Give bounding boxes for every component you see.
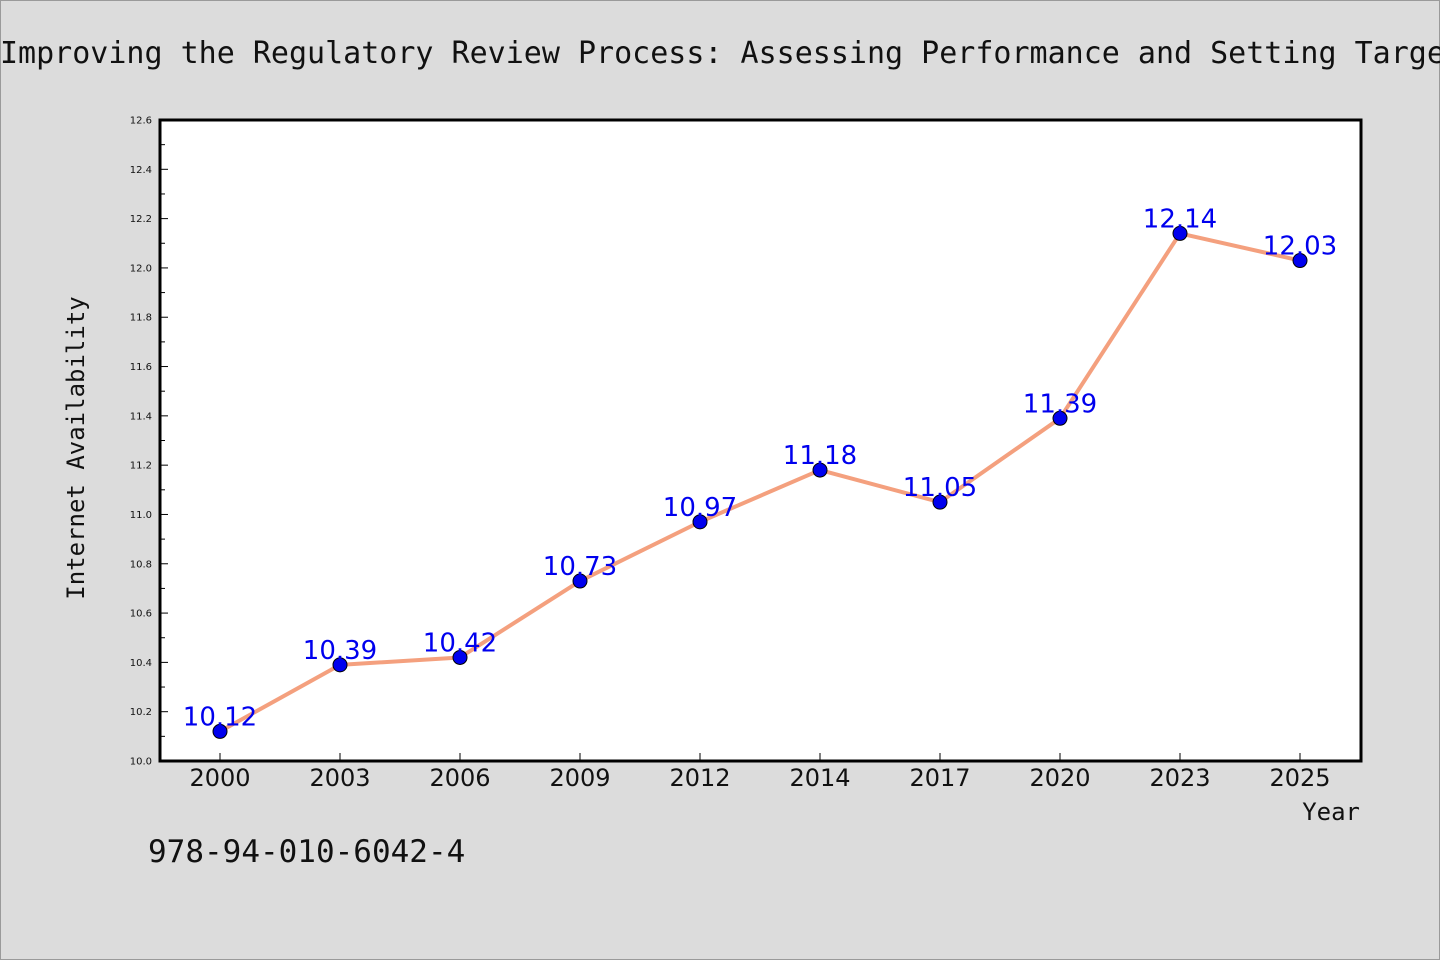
data-point [332, 657, 348, 673]
x-tick-label: 2017 [909, 764, 970, 792]
data-markers [212, 225, 1308, 739]
data-label: 11.39 [1023, 389, 1097, 419]
y-axis-label: Internet Availability [62, 296, 90, 599]
data-point [452, 649, 468, 665]
data-point [812, 462, 828, 478]
y-tick-label: 10.6 [130, 609, 152, 620]
data-label: 12.03 [1263, 232, 1337, 262]
y-tick-label: 10.8 [130, 559, 152, 570]
data-point [1172, 225, 1188, 241]
y-tick-label: 11.0 [130, 510, 152, 521]
y-tick-label: 12.0 [130, 263, 152, 274]
data-label: 10.42 [423, 628, 497, 658]
y-tick-label: 11.8 [130, 313, 152, 324]
y-tick-label: 10.2 [130, 707, 152, 718]
data-labels: 10.12 10.39 10.42 10.73 10.97 11.18 11.05 11.39… [183, 204, 1337, 732]
x-tick-label: 2009 [549, 764, 610, 792]
x-tick-label: 2020 [1029, 764, 1090, 792]
isbn-code: 978-94-010-6042-4 [148, 834, 466, 870]
data-point [1052, 410, 1068, 426]
data-point [932, 494, 948, 510]
plot-border [158, 118, 1363, 763]
y-tick-label: 10.0 [130, 757, 152, 768]
data-label: 11.05 [903, 473, 977, 503]
y-tick-label: 12.2 [130, 214, 152, 225]
data-label: 10.39 [303, 636, 377, 666]
y-tick-label: 11.6 [130, 362, 152, 373]
y-tick-label: 12.6 [130, 116, 152, 127]
y-tick-label: 12.4 [130, 165, 152, 176]
data-label: 11.18 [783, 441, 857, 471]
chart-title: Improving the Regulatory Review Process:… [0, 36, 1440, 71]
x-axis-label: Year [1302, 798, 1360, 826]
y-tick-label: 11.2 [130, 461, 152, 472]
y-axis: 10.0 10.2 10.4 10.6 10.8 11.0 11.2 11.4 11.6 11.8… [130, 116, 168, 768]
x-tick-label: 2006 [429, 764, 490, 792]
y-tick-label: 10.4 [130, 658, 152, 669]
series-line [219, 231, 1301, 734]
y-tick-label: 11.4 [130, 411, 152, 422]
plot-area [160, 120, 1361, 761]
x-tick-label: 2000 [189, 764, 250, 792]
data-point [212, 723, 228, 739]
data-label: 10.73 [543, 552, 617, 582]
data-point [1292, 253, 1308, 269]
x-tick-label: 2023 [1149, 764, 1210, 792]
x-tick-label: 2014 [789, 764, 850, 792]
x-tick-label: 2012 [669, 764, 730, 792]
data-label: 12.14 [1143, 204, 1217, 234]
data-point [572, 573, 588, 589]
x-tick-label: 2025 [1269, 764, 1330, 792]
x-axis: 2000 2003 2006 2009 2012 2014 2017 2020 2023 2025 [189, 753, 1331, 792]
x-tick-label: 2003 [309, 764, 370, 792]
data-label: 10.12 [183, 702, 257, 732]
data-point [692, 514, 708, 530]
data-label: 10.97 [663, 493, 737, 523]
